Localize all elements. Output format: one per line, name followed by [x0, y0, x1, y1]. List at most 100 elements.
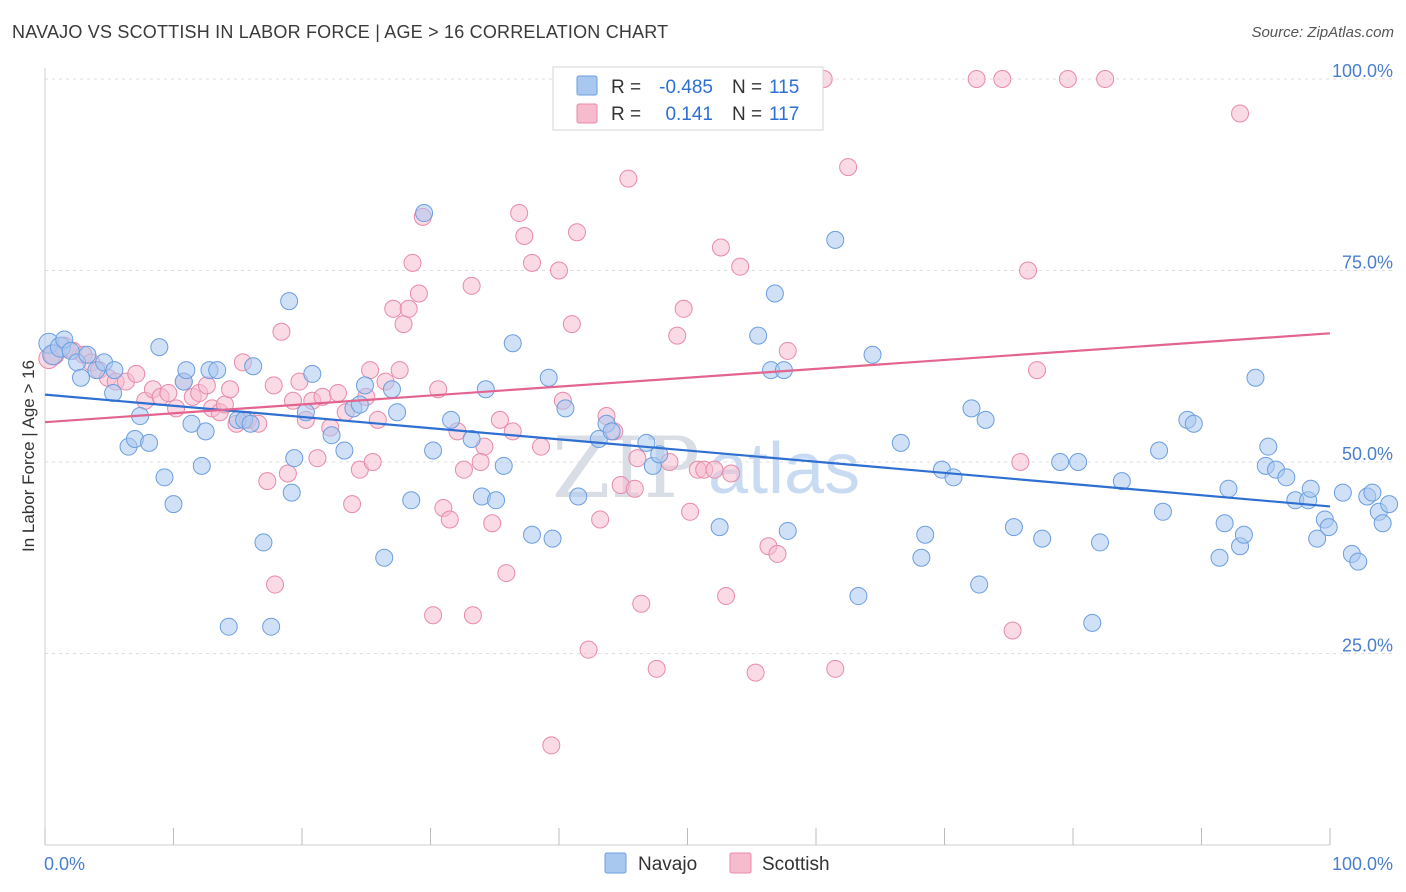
navajo-point — [602, 422, 621, 441]
navajo-point — [375, 548, 394, 567]
series-legend: Navajo Scottish — [604, 852, 830, 875]
x-tick-label-max: 100.0% — [1332, 854, 1393, 874]
scottish-point — [454, 460, 473, 479]
y-tick-label-25: 25.0% — [1342, 636, 1393, 656]
y-tick-label-75: 75.0% — [1342, 253, 1393, 273]
navajo-point — [415, 204, 434, 223]
scottish-point — [674, 299, 693, 318]
navajo-point — [1083, 613, 1102, 632]
bottom-legend-scottish: Scottish — [762, 854, 830, 875]
scottish-point — [221, 380, 240, 399]
navajo-point — [543, 529, 562, 548]
navajo-point — [140, 433, 159, 452]
navajo-point — [1004, 518, 1023, 537]
navajo-point — [944, 468, 963, 487]
navajo-point — [462, 430, 481, 449]
navajo-point — [322, 426, 341, 445]
scottish-point — [705, 460, 724, 479]
navajo-point — [1090, 533, 1109, 552]
scottish-point — [567, 223, 586, 242]
navajo-point — [765, 284, 784, 303]
navajo-point — [916, 525, 935, 544]
scottish-point — [497, 564, 516, 583]
scottish-point — [483, 514, 502, 533]
navajo-point — [196, 422, 215, 441]
scottish-point — [550, 261, 568, 280]
navajo-point — [1308, 529, 1327, 548]
y-tick-label-50: 50.0% — [1342, 444, 1393, 464]
navajo-point — [244, 357, 263, 376]
navajo-point — [1333, 483, 1352, 502]
scottish-point — [591, 510, 610, 529]
navajo-point — [749, 326, 768, 345]
scottish-point — [681, 502, 700, 521]
navajo-point — [970, 575, 989, 594]
legend-navajo-r-label: R = — [611, 77, 641, 98]
scottish-point — [1058, 70, 1077, 88]
navajo-point — [164, 495, 183, 514]
navajo-point — [1301, 479, 1320, 498]
navajo-point — [1259, 437, 1278, 456]
scottish-point — [258, 472, 277, 491]
trend-lines — [44, 332, 1331, 508]
legend-navajo-n-value: 115 — [769, 77, 799, 98]
scottish-point — [361, 361, 380, 380]
legend-box — [552, 66, 824, 131]
scottish-point — [429, 380, 448, 399]
navajo-point — [891, 433, 910, 452]
scottish-point — [394, 315, 413, 334]
scottish-point — [632, 594, 651, 613]
navajo-point — [826, 230, 845, 249]
navajo-point — [863, 345, 882, 364]
scottish-point — [1019, 261, 1038, 280]
legend-navajo-n-label: N = — [732, 77, 762, 98]
navajo-point — [849, 587, 868, 606]
scottish-point — [266, 575, 285, 594]
scottish-point — [628, 449, 647, 468]
y-tick-label-100: 100.0% — [1332, 61, 1393, 81]
scottish-point — [409, 284, 428, 303]
scottish-point — [510, 204, 529, 223]
scottish-point — [328, 384, 347, 403]
scottish-point — [363, 453, 382, 471]
scottish-point — [746, 663, 765, 682]
legend-scottish-r-value: 0.141 — [665, 104, 713, 125]
scottish-point — [471, 453, 490, 471]
navajo-point — [208, 361, 227, 380]
scottish-point — [463, 606, 482, 625]
scottish-point — [1096, 70, 1115, 88]
scottish-point — [424, 606, 443, 625]
scottish-point — [523, 253, 542, 272]
scottish-point — [625, 479, 644, 498]
navajo-point — [556, 399, 575, 418]
scottish-point — [384, 299, 403, 318]
y-tick-labels: 25.0% 50.0% 75.0% 100.0% — [1332, 61, 1393, 656]
navajo-point — [241, 414, 260, 433]
navajo-point — [335, 441, 354, 460]
scottish-point — [403, 253, 422, 272]
navajo-point — [350, 395, 369, 414]
scottish-point — [993, 70, 1012, 88]
scottish-point — [668, 326, 687, 345]
scottish-point — [272, 322, 291, 341]
navajo-point — [523, 525, 542, 544]
scottish-point — [197, 376, 216, 395]
navajo-point — [1215, 514, 1234, 533]
navajo-point — [1349, 552, 1368, 571]
navajo-point — [78, 345, 97, 364]
navajo-point — [912, 548, 931, 567]
bottom-legend-swatch-navajo — [604, 852, 627, 874]
scottish-point — [778, 341, 797, 360]
scottish-point — [826, 659, 845, 678]
navajo-point — [1219, 479, 1238, 498]
navajo-point — [1363, 483, 1382, 502]
scottish-point — [717, 587, 736, 606]
navajo-point — [539, 368, 558, 387]
navajo-point — [155, 468, 174, 487]
scottish-point — [731, 257, 750, 276]
navajo-point — [710, 518, 729, 537]
scottish-point — [1028, 361, 1047, 380]
legend-swatch-scottish — [576, 103, 598, 124]
navajo-point — [182, 414, 201, 433]
navajo-point — [1033, 529, 1052, 548]
